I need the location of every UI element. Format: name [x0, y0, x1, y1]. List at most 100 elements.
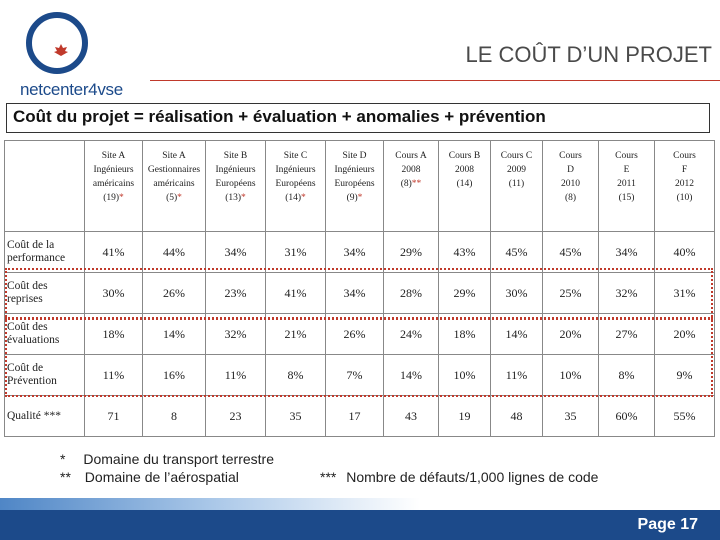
table-cell: 31% [654, 272, 715, 314]
table-cell: 60% [598, 395, 655, 437]
logo-ring-icon [26, 12, 88, 74]
table-cell: 14% [383, 354, 439, 396]
column-header-line: Site B [223, 151, 248, 161]
table-cell: 18% [84, 313, 143, 355]
table-cell: 10% [438, 354, 491, 396]
column-header-line: (14)* [285, 193, 306, 203]
footnote-quality: *** Nombre de défauts/1,000 lignes de co… [320, 469, 599, 485]
column-header-line: (19)* [103, 193, 124, 203]
table-body: Coût de la performance 41% 44% 34% 31% 34% 29%… [4, 231, 715, 437]
table-cell: 45% [542, 231, 599, 273]
table-cell: 29% [383, 231, 439, 273]
table-cell: 55% [654, 395, 715, 437]
column-header-line: (8) [564, 193, 577, 203]
row-label: Coût de la performance [4, 231, 85, 273]
table-cell: 41% [84, 231, 143, 273]
page-number: Page 17 [637, 516, 698, 533]
table-cell: 29% [438, 272, 491, 314]
column-header-line: Site D [342, 151, 367, 161]
column-header-line: Européens [215, 179, 256, 189]
title-divider [150, 80, 720, 81]
footnote-mark: * [241, 193, 246, 203]
footnote-mark: * [301, 193, 306, 203]
column-header-line: (10) [676, 193, 693, 203]
column-header-line: (13)* [225, 193, 246, 203]
table-cell: 45% [490, 231, 543, 273]
table-cell: 23% [205, 272, 266, 314]
column-header: Cours E 2011 (15) [598, 140, 655, 232]
column-header-line: Ingénieurs [215, 165, 256, 175]
table-cell: 20% [542, 313, 599, 355]
footnote-mark: * [357, 193, 363, 203]
table-cell: 34% [598, 231, 655, 273]
table-cell: 16% [142, 354, 206, 396]
column-header-line: (9)* [346, 193, 363, 203]
footnote-mark: ** [411, 179, 422, 189]
footnote-transport: * Domaine du transport terrestre [60, 451, 274, 467]
logo-text: netcenter4vse [20, 80, 123, 99]
table-cell: 34% [325, 231, 384, 273]
cost-table: Site A Ingénieurs américains (19)* Site A Ges… [4, 140, 715, 437]
cost-formula: Coût du projet = réalisation + évaluatio… [6, 103, 710, 133]
table-header-row: Site A Ingénieurs américains (19)* Site A Ges… [4, 140, 715, 232]
table-cell: 32% [205, 313, 266, 355]
row-label: Qualité *** [4, 395, 85, 437]
column-header-line: Cours C [500, 151, 533, 161]
column-header-line: 2009 [507, 165, 526, 175]
column-header-line: 2008 [401, 165, 421, 175]
table-row: Coût des évaluations 18% 14% 32% 21% 26% 24% 18… [4, 313, 715, 355]
table-cell: 11% [490, 354, 543, 396]
table-row: Coût de Prévention 11% 16% 11% 8% 7% 14% 10% 11%… [4, 354, 715, 396]
table-cell: 28% [383, 272, 439, 314]
table-cell: 7% [325, 354, 384, 396]
table-cell: 26% [325, 313, 384, 355]
column-header-line: Cours [615, 151, 638, 161]
column-header: Site D Ingénieurs Européens (9)* [325, 140, 384, 232]
column-header-line: Européens [275, 179, 316, 189]
column-header-line: Ingénieurs [334, 165, 375, 175]
column-header: Cours C 2009 (11) [490, 140, 543, 232]
table-cell: 8% [598, 354, 655, 396]
column-header: Site B Ingénieurs Européens (13)* [205, 140, 266, 232]
column-header-line: américains [92, 179, 135, 189]
column-header: Cours F 2012 (10) [654, 140, 715, 232]
table-cell: 23 [205, 395, 266, 437]
column-header-line: Site A [162, 151, 186, 161]
table-cell: 71 [84, 395, 143, 437]
column-header-line: 2012 [675, 179, 694, 189]
corner-cell [4, 140, 85, 232]
column-header-line: Cours [559, 151, 582, 161]
table-cell: 41% [265, 272, 326, 314]
table-cell: 21% [265, 313, 326, 355]
column-header-line: 2008 [455, 165, 474, 175]
table-cell: 30% [490, 272, 543, 314]
table-cell: 30% [84, 272, 143, 314]
table-cell: 34% [325, 272, 384, 314]
column-header-line: Cours [673, 151, 696, 161]
table-cell: 14% [490, 313, 543, 355]
table-cell: 24% [383, 313, 439, 355]
table-cell: 8% [265, 354, 326, 396]
netcenter-logo: netcenter4vse [20, 10, 130, 100]
footer-band [0, 510, 720, 540]
footer-gradient [0, 498, 420, 510]
table-cell: 34% [205, 231, 266, 273]
page-title: LE COÛT D’UN PROJET [465, 42, 712, 67]
table-cell: 31% [265, 231, 326, 273]
table-cell: 8 [142, 395, 206, 437]
row-label: Coût de Prévention [4, 354, 85, 396]
table-row: Coût de la performance 41% 44% 34% 31% 34% 29%… [4, 231, 715, 273]
column-header-line: F [681, 165, 688, 175]
table-cell: 27% [598, 313, 655, 355]
table-cell: 48 [490, 395, 543, 437]
table-cell: 43 [383, 395, 439, 437]
table-cell: 32% [598, 272, 655, 314]
column-header-line: (11) [508, 179, 525, 189]
column-header-line: 2011 [617, 179, 636, 189]
column-header: Cours B 2008 (14) [438, 140, 491, 232]
row-label: Coût des évaluations [4, 313, 85, 355]
footnote-mark: * [119, 193, 124, 203]
column-header-line: D [567, 165, 574, 175]
column-header-line: Cours A [395, 151, 427, 161]
column-header-line: E [623, 165, 630, 175]
